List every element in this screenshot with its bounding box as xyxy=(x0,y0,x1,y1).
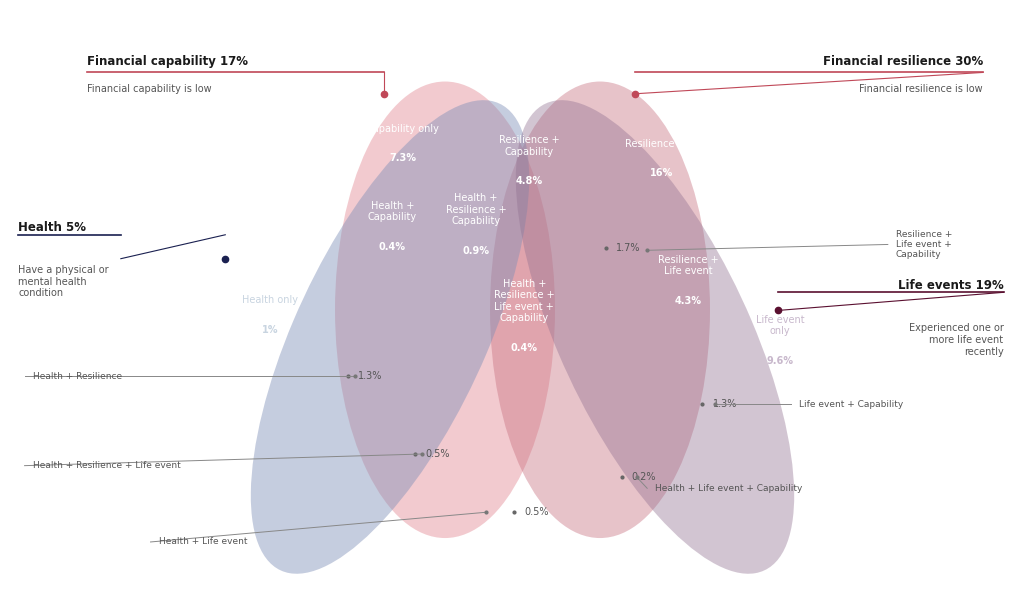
Text: Capability only: Capability only xyxy=(366,124,439,134)
Text: 0.5%: 0.5% xyxy=(524,507,549,517)
Text: Health + Resilience: Health + Resilience xyxy=(33,372,122,381)
Text: Financial resilience 30%: Financial resilience 30% xyxy=(823,55,983,68)
Text: 0.5%: 0.5% xyxy=(425,449,450,459)
Text: Financial capability 17%: Financial capability 17% xyxy=(87,55,248,68)
Text: Life event
only: Life event only xyxy=(756,315,805,336)
Text: 0.4%: 0.4% xyxy=(511,343,538,353)
Text: Resilience +
Life event: Resilience + Life event xyxy=(657,255,719,276)
Text: Health + Life event: Health + Life event xyxy=(159,537,247,546)
Text: 0.9%: 0.9% xyxy=(463,246,489,256)
Text: Health only: Health only xyxy=(243,295,298,305)
Text: 0.4%: 0.4% xyxy=(379,242,406,252)
Text: Health +
Capability: Health + Capability xyxy=(368,201,417,223)
Text: Life event + Capability: Life event + Capability xyxy=(799,400,903,409)
Text: Health +
Resilience +
Capability: Health + Resilience + Capability xyxy=(445,193,507,226)
Text: 1.3%: 1.3% xyxy=(358,371,383,381)
Text: Experienced one or
more life event
recently: Experienced one or more life event recen… xyxy=(908,323,1004,356)
Text: Financial resilience is low: Financial resilience is low xyxy=(859,84,983,94)
Text: 7.3%: 7.3% xyxy=(389,154,416,163)
Text: 1.3%: 1.3% xyxy=(713,399,737,409)
Text: 4.8%: 4.8% xyxy=(516,176,543,186)
Text: Health +
Resilience +
Life event +
Capability: Health + Resilience + Life event + Capab… xyxy=(494,278,555,323)
Text: Have a physical or
mental health
condition: Have a physical or mental health conditi… xyxy=(18,265,110,298)
Text: Resilience only: Resilience only xyxy=(625,139,698,149)
Text: 1.7%: 1.7% xyxy=(616,243,641,253)
Ellipse shape xyxy=(251,100,529,574)
Text: 9.6%: 9.6% xyxy=(767,356,794,366)
Text: Resilience +
Life event +
Capability: Resilience + Life event + Capability xyxy=(896,230,952,259)
Ellipse shape xyxy=(490,82,710,538)
Ellipse shape xyxy=(516,100,795,574)
Text: 0.2%: 0.2% xyxy=(632,472,656,481)
Ellipse shape xyxy=(335,82,555,538)
Text: Life events 19%: Life events 19% xyxy=(898,280,1004,292)
Text: Health 5%: Health 5% xyxy=(18,221,86,234)
Text: 16%: 16% xyxy=(650,168,673,178)
Text: Financial capability is low: Financial capability is low xyxy=(87,84,212,94)
Text: Resilience +
Capability: Resilience + Capability xyxy=(499,135,560,156)
Text: Health + Life event + Capability: Health + Life event + Capability xyxy=(655,484,803,493)
Text: 4.3%: 4.3% xyxy=(675,296,701,306)
Text: 1%: 1% xyxy=(262,325,279,334)
Text: Health + Resilience + Life event: Health + Resilience + Life event xyxy=(33,461,180,470)
